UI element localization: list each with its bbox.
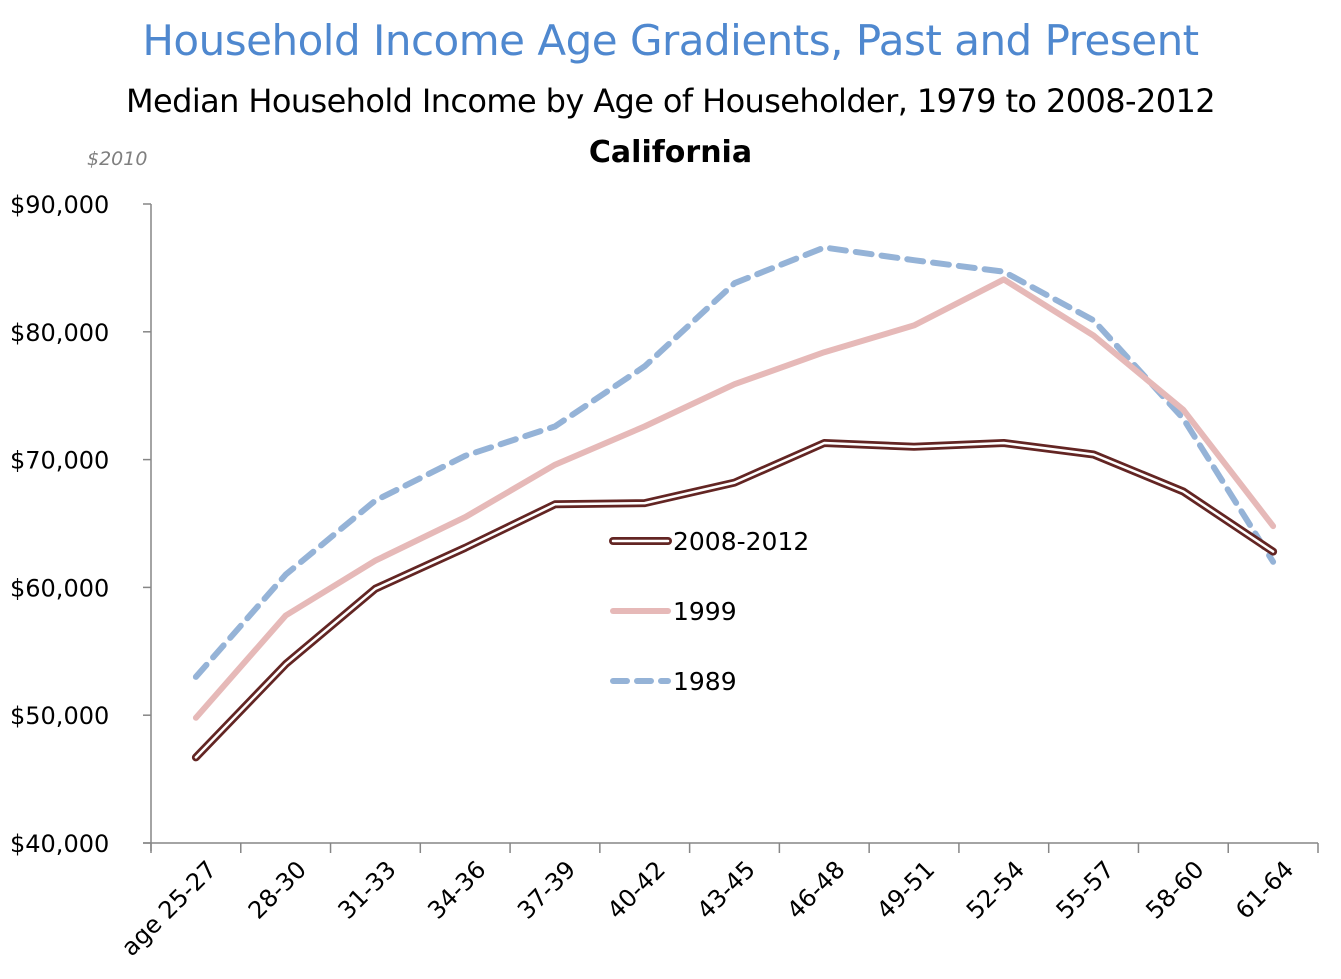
legend-label: 2008-2012	[673, 527, 809, 556]
legend-item: 1999	[610, 597, 737, 626]
x-tick-label: 58-60	[1140, 855, 1209, 924]
x-tick-label: 31-33	[333, 855, 402, 924]
series-1999-line	[192, 276, 1277, 721]
chart-title: Household Income Age Gradients, Past and…	[142, 16, 1199, 65]
chart-subtitle: Median Household Income by Age of Househ…	[126, 82, 1216, 120]
x-tick-label: 28-30	[243, 855, 312, 924]
y-tick-label: $60,000	[10, 574, 109, 602]
x-tick-label: 55-57	[1051, 855, 1120, 924]
x-tick-label: 46-48	[781, 855, 850, 924]
x-tick-label: age 25-27	[116, 855, 222, 961]
legend-label: 1989	[673, 667, 737, 696]
chart-series	[191, 244, 1278, 762]
y-tick-label: $70,000	[10, 447, 109, 475]
legend-item: 1989	[610, 667, 737, 696]
series-1989-line	[192, 244, 1277, 680]
x-tick-label: 37-39	[512, 855, 581, 924]
x-tick-label: 34-36	[422, 855, 491, 924]
x-tick-label: 49-51	[871, 855, 940, 924]
x-tick-label: 52-54	[961, 855, 1030, 924]
y-tick-label: $40,000	[10, 830, 109, 858]
units-label: $2010	[87, 148, 148, 170]
series-2008-2012-inner	[194, 441, 1275, 759]
x-tick-label: 40-42	[602, 855, 671, 924]
y-tick-label: $50,000	[10, 702, 109, 730]
chart-legend: 2008-2012 1999 1989	[609, 527, 809, 696]
chart-region-label: California	[588, 135, 753, 170]
legend-label: 1999	[673, 597, 737, 626]
legend-item: 2008-2012	[609, 527, 809, 556]
y-tick-label: $80,000	[10, 319, 109, 347]
x-tick-label: 61-64	[1230, 855, 1299, 924]
chart-axes: $40,000 $50,000 $60,000 $70,000 $80,000 $90,0…	[10, 191, 1319, 962]
y-tick-label: $90,000	[10, 191, 109, 219]
x-tick-label: 43-45	[692, 855, 761, 924]
